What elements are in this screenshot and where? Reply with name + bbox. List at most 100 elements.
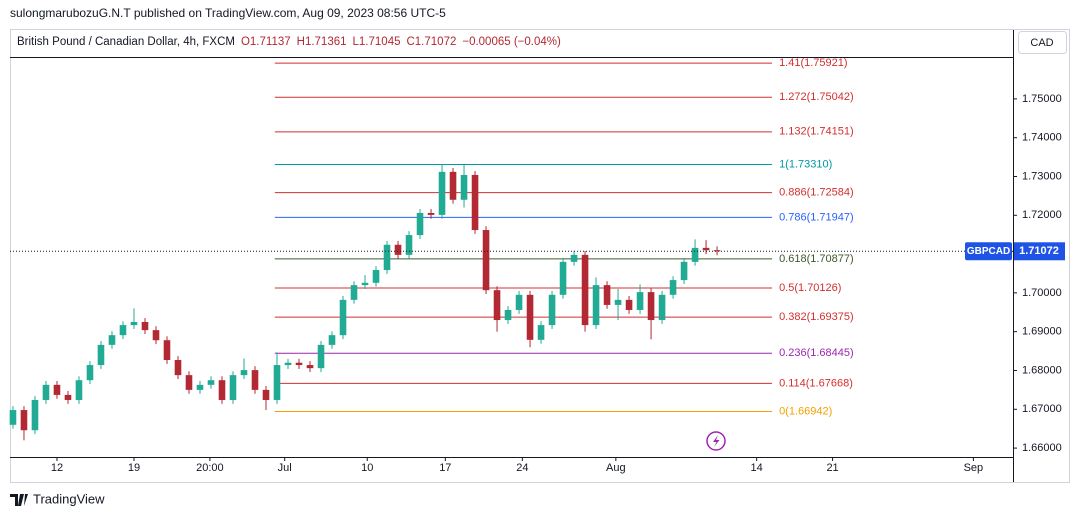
fib-label: 0.886(1.72584) xyxy=(779,187,854,199)
candle-body xyxy=(31,399,39,431)
candle-body xyxy=(317,344,325,369)
candle-body xyxy=(295,362,303,366)
candle-body xyxy=(108,335,116,345)
candle-body xyxy=(119,325,127,336)
candle-body xyxy=(427,212,435,215)
fib-label: 1.132(1.74151) xyxy=(779,126,854,138)
currency-button[interactable] xyxy=(1018,31,1067,54)
candle-body xyxy=(97,344,105,366)
candle-body xyxy=(680,261,688,281)
symbol-tag-label: GBPCAD xyxy=(967,246,1010,257)
fib-label: 0.618(1.70877) xyxy=(779,253,854,265)
x-tick-label: 20:00 xyxy=(196,462,224,474)
candle-body xyxy=(372,269,380,283)
candle-body xyxy=(416,212,424,236)
candle-body xyxy=(350,285,358,300)
chart-frame xyxy=(10,29,1070,483)
tv-logo: TradingView xyxy=(10,491,105,506)
candle-body xyxy=(262,389,270,400)
candle-body xyxy=(625,299,633,310)
candle-body xyxy=(9,410,17,425)
candle-body xyxy=(141,321,149,331)
symbol-tag xyxy=(965,242,1012,261)
x-tick-label: 19 xyxy=(128,462,140,474)
fib-label: 0.236(1.68445) xyxy=(779,347,854,359)
y-tick-label: 1.68000 xyxy=(1022,364,1062,376)
x-tick-label: Aug xyxy=(606,462,626,474)
candle-body xyxy=(218,380,226,400)
candle-body xyxy=(504,309,512,321)
candle-body xyxy=(713,250,721,252)
y-tick-label: 1.67000 xyxy=(1022,403,1062,415)
candle-body xyxy=(570,254,578,262)
candle-body xyxy=(647,292,655,321)
candle-body xyxy=(405,235,413,255)
candle-body xyxy=(75,380,83,400)
y-tick-label: 1.72000 xyxy=(1022,209,1062,221)
legend-line: British Pound / Canadian Dollar, 4h, FXC… xyxy=(17,36,561,48)
candle-body xyxy=(383,244,391,270)
candle-body xyxy=(284,362,292,366)
candle-body xyxy=(592,285,600,326)
candle-body xyxy=(20,410,28,431)
candle-body xyxy=(493,290,501,321)
fib-label: 1(1.73310) xyxy=(779,158,832,170)
candle-body xyxy=(603,285,611,305)
candle-body xyxy=(691,247,699,262)
candle-body xyxy=(251,370,259,390)
x-tick-label: Jul xyxy=(278,462,292,474)
x-tick-label: 10 xyxy=(361,462,373,474)
candle-body xyxy=(64,394,72,400)
fib-label: 0(1.66942) xyxy=(779,405,832,417)
y-tick-label: 1.69000 xyxy=(1022,326,1062,338)
y-tick-label: 1.73000 xyxy=(1022,170,1062,182)
candle-body xyxy=(42,384,50,400)
candle-body xyxy=(185,375,193,390)
high: H1.71361 xyxy=(297,36,347,48)
candle-body xyxy=(53,384,61,395)
candle-body xyxy=(581,254,589,326)
candle-body xyxy=(394,244,402,255)
event-icon[interactable] xyxy=(706,431,726,451)
y-tick-label: 1.74000 xyxy=(1022,132,1062,144)
fib-label: 0.382(1.69375) xyxy=(779,311,854,323)
candle-body xyxy=(130,321,138,326)
fib-label: 0.114(1.67668) xyxy=(779,377,853,389)
x-tick-label: 12 xyxy=(51,462,63,474)
price-tag-label: 1.71072 xyxy=(1019,245,1059,257)
candle-body xyxy=(306,365,314,369)
logo-mark xyxy=(10,494,28,506)
candle-body xyxy=(482,230,490,291)
price-tag xyxy=(1014,242,1065,261)
candle-body xyxy=(229,375,237,400)
symbol: British Pound / Canadian Dollar, 4h, FXC… xyxy=(17,36,235,48)
x-tick-label: 24 xyxy=(516,462,528,474)
candle-body xyxy=(658,294,666,321)
candle-body xyxy=(196,384,204,390)
fib-label: 1.41(1.75921) xyxy=(779,57,848,69)
candle-body xyxy=(537,325,545,340)
candle-body xyxy=(152,330,160,341)
logo-text: TradingView xyxy=(33,491,105,506)
fib-label: 0.5(1.70126) xyxy=(779,282,841,294)
candle-body xyxy=(339,299,347,336)
candle-body xyxy=(548,294,556,326)
candle-body xyxy=(460,174,468,200)
candle-body xyxy=(449,171,457,200)
lightning xyxy=(713,435,720,447)
close: C1.71072 xyxy=(406,36,456,48)
x-tick-label: 14 xyxy=(751,462,763,474)
candle-body xyxy=(328,335,336,345)
candle-body xyxy=(614,299,622,305)
x-tick-label: 21 xyxy=(826,462,838,474)
candle-body xyxy=(471,174,479,231)
currency-label[interactable]: CAD xyxy=(1030,37,1053,49)
x-tick-label: 17 xyxy=(439,462,451,474)
candle-body xyxy=(86,365,94,381)
fib-label: 1.272(1.75042) xyxy=(779,91,854,103)
candle-body xyxy=(273,365,281,400)
candle-body xyxy=(163,340,171,361)
publisher-line: sulongmarubozuG.N.T published on Trading… xyxy=(10,6,446,20)
candle-body xyxy=(174,360,182,376)
